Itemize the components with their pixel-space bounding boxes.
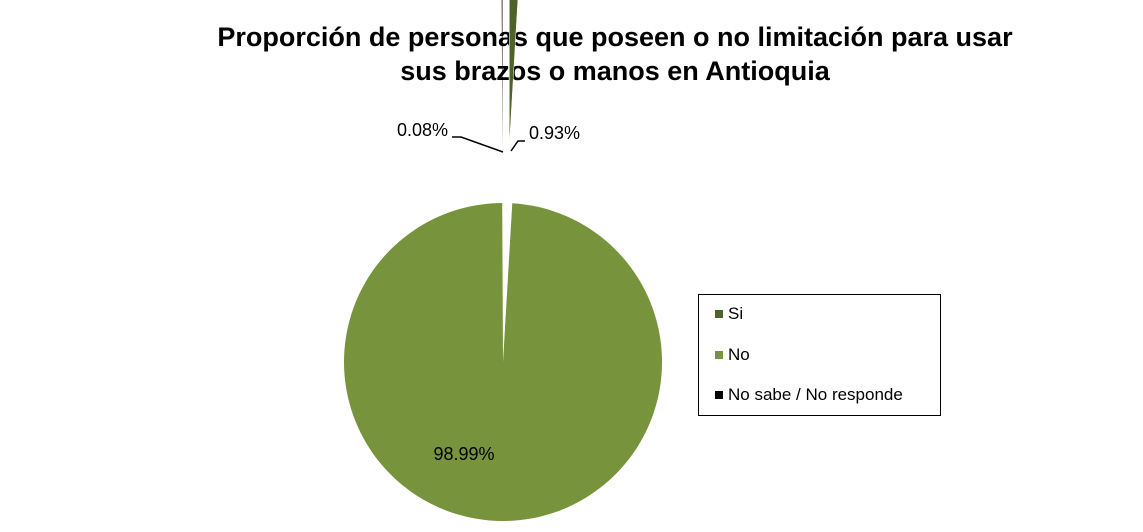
- legend-swatch-no: [715, 351, 723, 359]
- legend-label-no-sabe: No sabe / No responde: [728, 385, 903, 404]
- legend-label-no: No: [728, 345, 750, 364]
- legend-swatch-no-sabe: [715, 391, 723, 399]
- pie-slice-si: [509, 0, 519, 147]
- data-label-no: 98.99%: [433, 444, 494, 464]
- legend-swatch-si: [715, 310, 723, 318]
- legend-label-si: Si: [728, 304, 744, 323]
- leader-line-no-sabe: [452, 136, 504, 153]
- legend-item-no: No: [715, 344, 750, 366]
- legend: Si No No sabe / No responde: [698, 294, 941, 416]
- legend-item-no-sabe: No sabe / No responde: [715, 384, 903, 406]
- chart-title-line-2: sus brazos o manos en Antioquia: [400, 56, 830, 86]
- legend-item-si: Si: [715, 303, 743, 325]
- pie-slice-no-sabe: [501, 0, 503, 157]
- data-label-si: 0.93%: [529, 123, 580, 143]
- chart-title-line-1: Proporción de personas que poseen o no l…: [217, 22, 1013, 52]
- data-label-no-sabe: 0.08%: [397, 120, 448, 140]
- pie-slice-no: [344, 203, 663, 521]
- chart-title: Proporción de personas que poseen o no l…: [150, 20, 1080, 88]
- leader-line-si: [510, 140, 525, 152]
